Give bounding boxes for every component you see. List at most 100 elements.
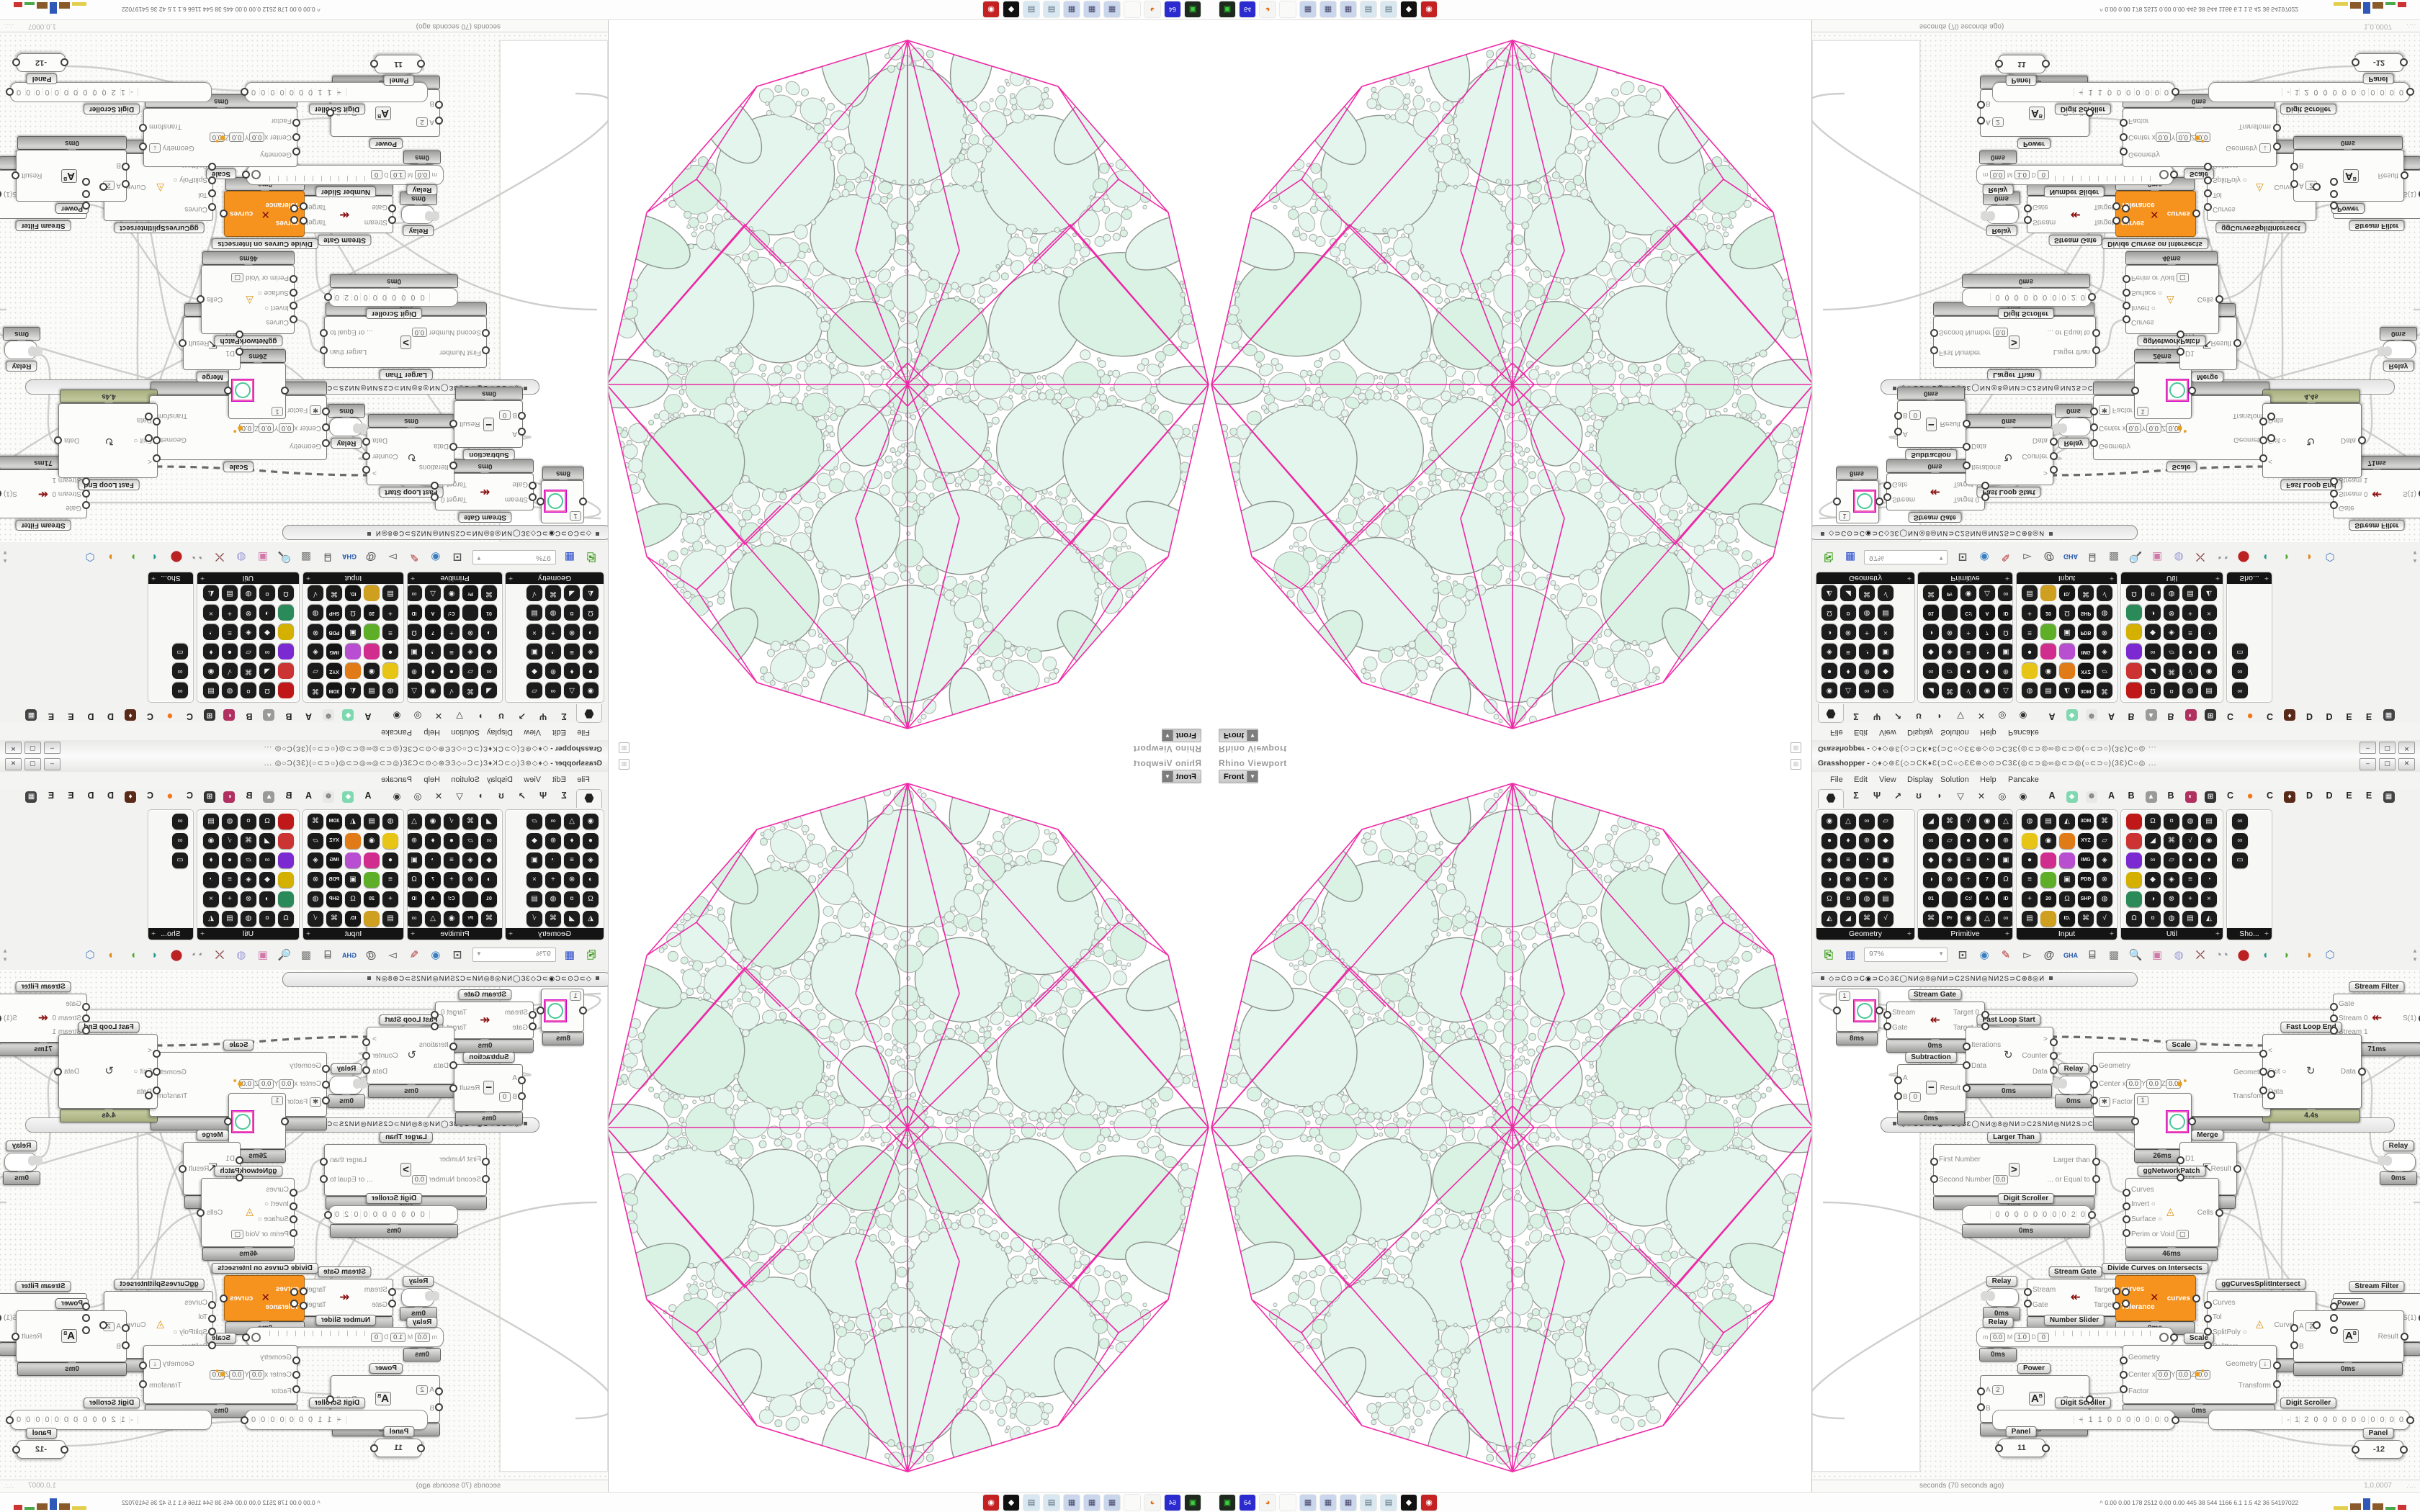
- tab-plugin-5[interactable]: ▲: [261, 709, 277, 721]
- node-port[interactable]: [2024, 204, 2032, 212]
- node-relay[interactable]: [329, 418, 362, 436]
- taskbar-app-icon-4[interactable]: ▦: [1104, 1495, 1120, 1511]
- menu-solution[interactable]: Solution: [1940, 728, 1969, 737]
- node-port[interactable]: [2088, 1211, 2096, 1219]
- component-icon[interactable]: [2126, 814, 2142, 829]
- component-icon[interactable]: ⊗: [564, 872, 580, 888]
- toolbar-button-6[interactable]: ⌸: [2089, 949, 2096, 961]
- tab-plugin-12[interactable]: ♦: [2282, 791, 2298, 803]
- component-icon[interactable]: ◢: [1923, 814, 1939, 829]
- component-icon[interactable]: ◈: [2164, 872, 2179, 888]
- component-icon[interactable]: ×: [526, 872, 542, 888]
- node-port[interactable]: [1883, 1010, 1891, 1019]
- component-icon[interactable]: ●: [222, 852, 238, 868]
- tab-plugin-11[interactable]: C: [146, 711, 154, 721]
- node-port[interactable]: [2123, 274, 2130, 283]
- component-icon[interactable]: [2022, 663, 2038, 679]
- node-port[interactable]: [320, 346, 328, 354]
- node-port[interactable]: [324, 293, 332, 301]
- tab-category-8[interactable]: ◉: [393, 711, 401, 721]
- component-icon[interactable]: ▱: [1878, 814, 1894, 829]
- component-icon[interactable]: ⊗: [462, 872, 478, 888]
- component-icon[interactable]: ∞: [545, 683, 561, 698]
- grasshopper-title-bar[interactable]: Grasshopper - ◇♦◇⊚Ɛ(◇⊃CΚ♦Ɛ(⊃C○◇ƐЄ⊛◇⊙⊃C3Ɛ…: [1812, 756, 2420, 773]
- component-icon[interactable]: ▣: [345, 872, 361, 888]
- component-icon[interactable]: [364, 872, 380, 888]
- palette-group-label[interactable]: Util +: [197, 928, 299, 940]
- component-icon[interactable]: [1942, 891, 1958, 907]
- node-number-slider[interactable]: m 0.0 M 1.0 D 0: [246, 1327, 444, 1347]
- node-port[interactable]: [2215, 295, 2223, 303]
- component-icon[interactable]: ◍: [222, 814, 238, 829]
- node-port[interactable]: [1930, 1174, 1938, 1183]
- component-icon[interactable]: ♦: [425, 663, 441, 679]
- digit-scroller-value[interactable]: + 1 1 0 0 0 0 0 0 0: [2074, 88, 2174, 96]
- component-icon[interactable]: ⊗: [241, 605, 256, 621]
- taskbar-app-icon-0[interactable]: ▣: [1185, 1495, 1201, 1511]
- expand-group-icon[interactable]: +: [1906, 930, 1912, 938]
- component-icon[interactable]: ≡: [1960, 852, 1976, 868]
- node-port[interactable]: [153, 436, 161, 444]
- toolbar-button-11[interactable]: ⤬: [215, 551, 225, 563]
- component-icon[interactable]: ⌘: [1859, 585, 1875, 601]
- component-icon[interactable]: 7: [1979, 624, 1995, 640]
- component-icon[interactable]: ◑: [481, 624, 497, 640]
- node-port[interactable]: [2112, 1287, 2120, 1295]
- toolbar-button-14[interactable]: ◖: [2262, 551, 2269, 563]
- node-port[interactable]: [2112, 1302, 2120, 1310]
- node-port[interactable]: [2120, 1356, 2128, 1364]
- palette-group-label[interactable]: Primitive +: [408, 572, 502, 584]
- component-icon[interactable]: ▤: [222, 585, 238, 601]
- component-icon[interactable]: ▱: [241, 852, 256, 868]
- expand-group-icon[interactable]: +: [1906, 574, 1912, 582]
- component-icon[interactable]: ▱: [1942, 663, 1958, 679]
- node-port[interactable]: [2122, 1300, 2130, 1308]
- taskbar-app-icon-5[interactable]: ▦: [1084, 1, 1100, 17]
- tab-plugin-17[interactable]: ▦: [2381, 709, 2397, 721]
- node-digit-scroller[interactable]: - 1 2 0 0 0 0 0 0 0 0 0 0: [10, 1410, 212, 1430]
- component-icon[interactable]: ID: [407, 891, 422, 907]
- component-icon[interactable]: ID.: [2059, 911, 2075, 927]
- tab-plugin-2[interactable]: ❁: [2084, 709, 2099, 721]
- component-icon[interactable]: ◆: [1878, 663, 1894, 679]
- toolbar-button-13[interactable]: ⬤: [2237, 949, 2250, 961]
- node-port[interactable]: [224, 1117, 232, 1125]
- component-icon[interactable]: ∞: [1923, 663, 1939, 679]
- component-icon[interactable]: ◑: [1923, 624, 1939, 640]
- component-icon[interactable]: XYZ: [326, 833, 342, 849]
- toolbar-button-3[interactable]: ▻: [2023, 551, 2032, 563]
- node-port[interactable]: [1981, 1010, 1989, 1019]
- component-icon[interactable]: ◢: [259, 663, 275, 679]
- component-icon[interactable]: ¤: [259, 585, 275, 601]
- component-icon[interactable]: ◭: [2201, 911, 2217, 927]
- component-icon[interactable]: ×: [1878, 872, 1894, 888]
- component-icon[interactable]: ⌘: [326, 585, 342, 601]
- component-icon[interactable]: ◈: [1821, 852, 1837, 868]
- node-port[interactable]: [2233, 339, 2241, 347]
- component-icon[interactable]: PDB: [2078, 872, 2094, 888]
- tab-plugin-8[interactable]: ⊞: [2202, 709, 2218, 721]
- toolbar-button-0[interactable]: ⊡: [452, 551, 462, 563]
- node-larger-than[interactable]: First Number Second Number 0.0 Larger than…: [324, 316, 487, 368]
- component-icon[interactable]: ♦: [1840, 663, 1856, 679]
- node-port[interactable]: [2123, 1188, 2130, 1197]
- component-icon[interactable]: ◍: [241, 911, 256, 927]
- component-icon[interactable]: ◆: [259, 624, 275, 640]
- node-fast-loop-end[interactable]: < Exit ○ Data Data ↻: [2262, 1034, 2362, 1109]
- node-panel[interactable]: 11: [375, 55, 422, 73]
- node-port[interactable]: [1963, 443, 1971, 451]
- node-digit-scroller[interactable]: 0 0 0 0 0 0 0 0 2 0: [1962, 288, 2092, 307]
- component-icon[interactable]: ◢: [1840, 585, 1856, 601]
- expand-group-icon[interactable]: +: [2215, 574, 2220, 582]
- node-port[interactable]: [2123, 288, 2130, 297]
- component-icon[interactable]: ♦: [564, 833, 580, 849]
- component-icon[interactable]: ∞: [1998, 585, 2013, 601]
- component-icon[interactable]: △: [1998, 683, 2013, 698]
- component-icon[interactable]: ▱: [308, 833, 323, 849]
- node-python-circle[interactable]: 1: [1836, 989, 1879, 1032]
- node-port[interactable]: [292, 1371, 300, 1379]
- node-port[interactable]: [153, 1068, 161, 1076]
- node-port[interactable]: [1894, 1076, 1902, 1085]
- tab-plugin-5[interactable]: ▲: [2143, 709, 2159, 721]
